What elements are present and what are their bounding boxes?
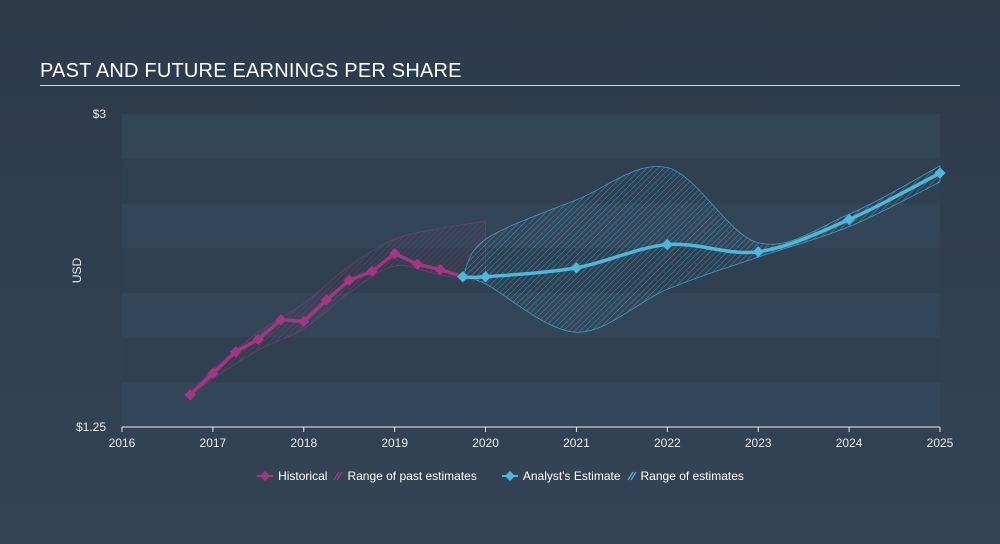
historical-point[interactable] xyxy=(275,314,287,326)
x-tick-label: 2020 xyxy=(472,436,499,450)
future-range-swatch-icon xyxy=(627,471,637,481)
chart-legend: Historical Range of past estimates Analy… xyxy=(0,469,1000,483)
x-tick-label: 2018 xyxy=(290,436,317,450)
historical-point[interactable] xyxy=(366,265,378,278)
estimate-point[interactable] xyxy=(661,238,673,251)
legend-historical[interactable]: Historical xyxy=(256,469,327,483)
x-tick-label: 2024 xyxy=(836,436,863,450)
historical-point[interactable] xyxy=(184,389,196,401)
estimate-point[interactable] xyxy=(479,271,492,283)
grid-band xyxy=(122,114,940,159)
chart-title: PAST AND FUTURE EARNINGS PER SHARE xyxy=(40,60,462,82)
x-tick-label: 2023 xyxy=(745,436,772,450)
range-areas xyxy=(189,165,941,396)
historical-point[interactable] xyxy=(389,247,401,260)
historical-swatch-icon xyxy=(257,471,274,481)
y-tick-label: $3 xyxy=(93,107,107,121)
axes: 2016 2017 2018 2019 2020 2021 2022 2023 2024 2025… xyxy=(70,107,954,450)
historical-point[interactable] xyxy=(320,294,333,306)
x-tick-label: 2021 xyxy=(563,436,590,450)
legend-past-range[interactable]: Range of past estimates xyxy=(333,469,477,483)
legend-estimate-label: Analyst's Estimate xyxy=(522,469,621,483)
estimate-point[interactable] xyxy=(843,213,855,226)
y-tick-label: $1.25 xyxy=(76,420,106,434)
legend-past-range-label: Range of past estimates xyxy=(347,469,477,483)
grid-band xyxy=(122,382,940,427)
title-divider xyxy=(40,85,960,86)
legend-historical-label: Historical xyxy=(278,469,328,483)
historical-point[interactable] xyxy=(411,258,424,270)
x-tick-label: 2019 xyxy=(381,436,408,450)
estimate-point[interactable] xyxy=(752,246,764,258)
estimate-point[interactable] xyxy=(934,167,946,179)
estimate-point[interactable] xyxy=(457,271,469,283)
estimate-swatch-icon xyxy=(501,471,518,481)
historical-point[interactable] xyxy=(434,263,446,276)
legend-future-range[interactable]: Range of estimates xyxy=(627,469,744,483)
x-tick-label: 2022 xyxy=(654,436,681,450)
y-axis-label: USD xyxy=(70,258,84,284)
future-estimate-range-area xyxy=(462,165,941,333)
grid-band xyxy=(122,158,940,204)
x-tick-label: 2025 xyxy=(927,436,954,450)
estimate-point[interactable] xyxy=(570,262,583,274)
legend-estimate[interactable]: Analyst's Estimate xyxy=(501,469,621,483)
historical-point[interactable] xyxy=(298,315,310,328)
past-range-swatch-icon xyxy=(333,471,343,481)
historical-point[interactable] xyxy=(229,346,242,358)
series-markers xyxy=(184,167,946,401)
historical-point[interactable] xyxy=(207,367,219,379)
legend-future-range-label: Range of estimates xyxy=(640,469,744,483)
x-tick-label: 2017 xyxy=(200,436,227,450)
x-tick-label: 2016 xyxy=(109,436,136,450)
historical-point[interactable] xyxy=(343,274,355,286)
